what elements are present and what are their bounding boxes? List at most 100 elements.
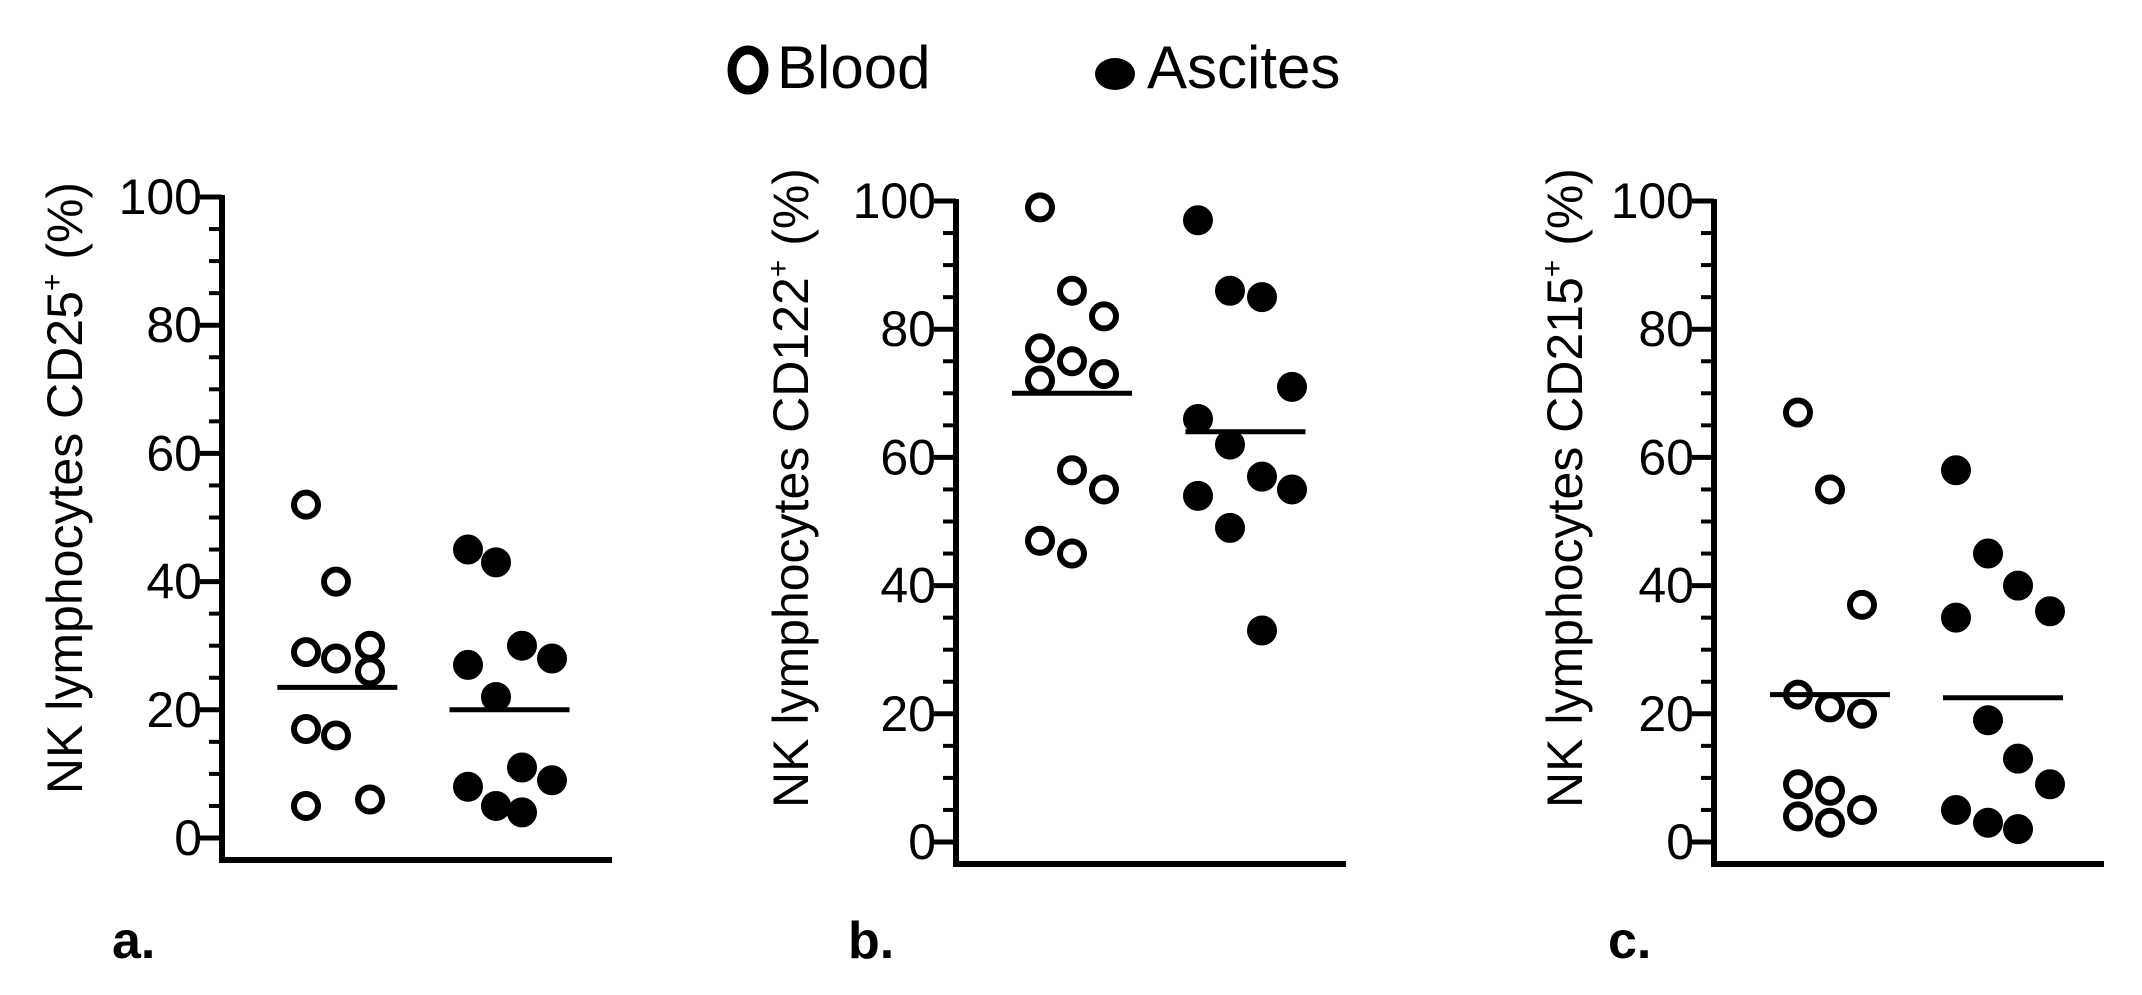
panel-b-blood-point (1025, 333, 1055, 364)
panel-b-blood-point (1089, 301, 1119, 332)
panel-a-y-axis-label-main: NK lymphocytes CD25 (37, 291, 93, 794)
panel-c-ascites-point (1973, 807, 2003, 838)
panel-b-ascites-point (1183, 205, 1213, 236)
panel-a-blood-point (355, 656, 385, 687)
legend: Blood Ascites (727, 34, 1340, 101)
panel-a-blood-point (321, 566, 351, 597)
panel-b-blood-point (1025, 365, 1055, 396)
panel-c-blood-point (1847, 698, 1877, 729)
chart-panel-c: NK lymphocytes CD215+ (%) 0 20 40 60 80 100 c… (1536, 168, 2104, 970)
panel-b-ascites-point (1183, 403, 1213, 434)
panel-a-axes: 0 20 40 60 80 100 (119, 169, 612, 866)
panel-b-y-axis-label-suffix: (%) (763, 168, 819, 260)
panel-a-y-axis-label: NK lymphocytes CD25+ (%) (36, 182, 93, 794)
panel-c-ascites-point (1941, 602, 1971, 633)
panel-b-y-axis-label-main: NK lymphocytes CD122 (763, 277, 819, 808)
panel-c-axes: 0 20 40 60 80 100 (1611, 173, 2104, 870)
chart-panel-b: NK lymphocytes CD122+ (%) 0 20 40 60 80 100 b… (762, 168, 1346, 970)
panel-b-blood-point (1089, 359, 1119, 390)
panel-c-blood-point (1815, 474, 1845, 505)
panel-c-ascites-point (2003, 814, 2033, 845)
panel-c-label: c. (1608, 912, 1651, 970)
panel-c-y-tick-label: 40 (1638, 558, 1694, 614)
panel-b-ascites-point (1247, 282, 1277, 313)
panel-a-ascites-point (481, 790, 511, 821)
panel-a-label: a. (112, 912, 155, 970)
panel-a-blood-point (291, 790, 321, 821)
panel-c-ascites-point (2035, 596, 2065, 627)
panel-b-ascites-point (1247, 461, 1277, 492)
panel-a-marks (277, 489, 570, 828)
panel-a-ascites-point (453, 771, 483, 802)
panel-c-ascites-point (2003, 743, 2033, 774)
panel-b-y-tick-label: 20 (880, 686, 936, 742)
panel-a-blood-point (291, 714, 321, 745)
panel-c-y-axis-label-main: NK lymphocytes CD215 (1537, 277, 1593, 808)
panel-c-blood-point (1815, 775, 1845, 806)
panel-c-ascites-point (1973, 538, 2003, 569)
panel-c-blood-point (1847, 589, 1877, 620)
panel-c-y-tick-label: 20 (1638, 686, 1694, 742)
panel-a-blood-point (291, 637, 321, 668)
legend-ascites-marker (1095, 58, 1135, 90)
panel-c-blood-point (1815, 692, 1845, 723)
panel-b-blood-point (1057, 455, 1087, 486)
panel-a-ascites-point (481, 681, 511, 712)
panel-b-marks (1012, 192, 1307, 646)
panel-b-blood-point (1025, 192, 1055, 223)
panel-b-blood-point (1057, 538, 1087, 569)
panel-c-ascites-point (2003, 570, 2033, 601)
panel-b-y-tick-label: 0 (908, 814, 936, 870)
panel-a-ascites-point (481, 547, 511, 578)
panel-b-y-axis-label: NK lymphocytes CD122+ (%) (762, 168, 819, 808)
panel-c-blood-point (1783, 801, 1813, 832)
panel-c-ascites-point (2035, 769, 2065, 800)
panel-b-y-tick-label: 100 (853, 173, 936, 229)
panel-a-ascites-point (537, 765, 567, 796)
panel-b-ascites-point (1215, 275, 1245, 306)
panel-a-blood-point (291, 489, 321, 520)
legend-blood-marker (727, 45, 769, 95)
panel-b-y-tick-label: 40 (880, 558, 936, 614)
panel-c-blood-point (1847, 794, 1877, 825)
panel-b-y-axis-label-sup: + (762, 260, 795, 278)
panel-c-y-axis-label-sup: + (1536, 260, 1569, 278)
panel-a-y-axis-label-sup: + (36, 274, 69, 292)
panel-a-y-tick-label: 80 (146, 297, 202, 353)
panel-c-blood-point (1783, 769, 1813, 800)
panel-a-y-tick-label: 20 (146, 682, 202, 738)
panel-b-blood-point (1057, 346, 1087, 377)
panel-a-ascites-point (453, 534, 483, 565)
panel-b-y-tick-label: 80 (880, 301, 936, 357)
panel-a-y-tick-label: 100 (119, 169, 202, 225)
panel-a-blood-point (355, 630, 385, 661)
panel-a-blood-point (355, 784, 385, 815)
panel-c-y-axis-label-suffix: (%) (1537, 168, 1593, 260)
panel-a-ascites-point (507, 797, 537, 828)
panel-b-y-tick-label: 60 (880, 429, 936, 485)
panel-a-y-tick-label: 40 (146, 554, 202, 610)
panel-b-axes: 0 20 40 60 80 100 (853, 173, 1346, 870)
panel-a-ascites-point (537, 643, 567, 674)
panel-a-y-tick-label: 0 (174, 810, 202, 866)
panel-c-y-axis-label: NK lymphocytes CD215+ (%) (1536, 168, 1593, 808)
panel-a-ascites-point (453, 649, 483, 680)
panel-a-y-tick-label: 60 (146, 425, 202, 481)
chart-panel-a: NK lymphocytes CD25+ (%) 0 20 40 60 80 100 a. (36, 169, 612, 970)
panel-a-y-axis-label-suffix: (%) (37, 182, 93, 274)
panel-b-ascites-point (1277, 474, 1307, 505)
panel-c-blood-point (1815, 807, 1845, 838)
panel-b-ascites-point (1277, 371, 1307, 402)
panel-c-y-tick-label: 80 (1638, 301, 1694, 357)
panel-c-y-tick-label: 0 (1666, 814, 1694, 870)
panel-b-ascites-point (1215, 429, 1245, 460)
legend-ascites-label: Ascites (1147, 34, 1340, 101)
panel-b-blood-point (1025, 525, 1055, 556)
panel-b-blood-point (1089, 474, 1119, 505)
panel-c-ascites-point (1973, 705, 2003, 736)
panel-a-ascites-point (507, 752, 537, 783)
panel-c-blood-point (1783, 397, 1813, 428)
panel-c-ascites-point (1941, 455, 1971, 486)
panel-c-marks (1770, 397, 2065, 845)
